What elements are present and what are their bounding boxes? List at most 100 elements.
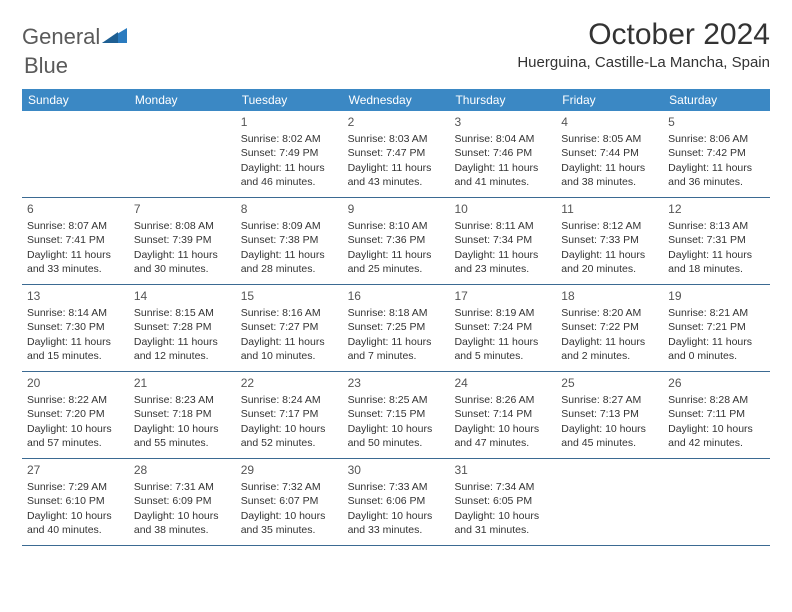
day-cell: 11Sunrise: 8:12 AMSunset: 7:33 PMDayligh… <box>556 198 663 284</box>
day-cell: 14Sunrise: 8:15 AMSunset: 7:28 PMDayligh… <box>129 285 236 371</box>
weekday-header: Sunday <box>22 89 129 111</box>
sunrise-text: Sunrise: 8:16 AM <box>241 306 338 320</box>
sunset-text: Sunset: 7:21 PM <box>668 320 765 334</box>
sunset-text: Sunset: 7:38 PM <box>241 233 338 247</box>
sunrise-text: Sunrise: 8:24 AM <box>241 393 338 407</box>
day-cell: 20Sunrise: 8:22 AMSunset: 7:20 PMDayligh… <box>22 372 129 458</box>
weeks-container: 1Sunrise: 8:02 AMSunset: 7:49 PMDaylight… <box>22 111 770 546</box>
sunrise-text: Sunrise: 8:11 AM <box>454 219 551 233</box>
day-cell: 29Sunrise: 7:32 AMSunset: 6:07 PMDayligh… <box>236 459 343 545</box>
day-cell: 28 Sunrise: 7:31 AMSunset: 6:09 PMDayligh… <box>129 459 236 545</box>
daylight-text: Daylight: 11 hours and 43 minutes. <box>348 161 445 189</box>
week-row: 1Sunrise: 8:02 AMSunset: 7:49 PMDaylight… <box>22 111 770 198</box>
logo: General <box>22 24 128 50</box>
daylight-text: Daylight: 11 hours and 41 minutes. <box>454 161 551 189</box>
day-number: 25 <box>561 375 658 391</box>
sunrise-text: Sunrise: 7:32 AM <box>241 480 338 494</box>
sunset-text: Sunset: 7:13 PM <box>561 407 658 421</box>
day-cell: 2Sunrise: 8:03 AMSunset: 7:47 PMDaylight… <box>343 111 450 197</box>
daylight-text: Daylight: 11 hours and 46 minutes. <box>241 161 338 189</box>
day-cell: 16Sunrise: 8:18 AMSunset: 7:25 PMDayligh… <box>343 285 450 371</box>
sunrise-text: Sunrise: 7:34 AM <box>454 480 551 494</box>
day-cell: 19Sunrise: 8:21 AMSunset: 7:21 PMDayligh… <box>663 285 770 371</box>
day-cell: 1Sunrise: 8:02 AMSunset: 7:49 PMDaylight… <box>236 111 343 197</box>
week-row: 20Sunrise: 8:22 AMSunset: 7:20 PMDayligh… <box>22 372 770 459</box>
sunset-text: Sunset: 6:09 PM <box>134 494 231 508</box>
day-number: 24 <box>454 375 551 391</box>
day-number: 19 <box>668 288 765 304</box>
day-number: 22 <box>241 375 338 391</box>
day-cell: 6Sunrise: 8:07 AMSunset: 7:41 PMDaylight… <box>22 198 129 284</box>
sunset-text: Sunset: 7:31 PM <box>668 233 765 247</box>
daylight-text: Daylight: 11 hours and 23 minutes. <box>454 248 551 276</box>
sunset-text: Sunset: 7:11 PM <box>668 407 765 421</box>
daylight-text: Daylight: 10 hours and 40 minutes. <box>27 509 124 537</box>
sunrise-text: Sunrise: 8:23 AM <box>134 393 231 407</box>
daylight-text: Daylight: 10 hours and 38 minutes. <box>134 509 231 537</box>
day-cell <box>22 111 129 197</box>
daylight-text: Daylight: 10 hours and 50 minutes. <box>348 422 445 450</box>
sunrise-text: Sunrise: 8:26 AM <box>454 393 551 407</box>
day-number: 3 <box>454 114 551 130</box>
week-row: 27Sunrise: 7:29 AMSunset: 6:10 PMDayligh… <box>22 459 770 546</box>
sunrise-text: Sunrise: 8:10 AM <box>348 219 445 233</box>
day-number: 26 <box>668 375 765 391</box>
daylight-text: Daylight: 11 hours and 18 minutes. <box>668 248 765 276</box>
daylight-text: Daylight: 11 hours and 38 minutes. <box>561 161 658 189</box>
calendar-grid: SundayMondayTuesdayWednesdayThursdayFrid… <box>22 89 770 546</box>
weekday-header-row: SundayMondayTuesdayWednesdayThursdayFrid… <box>22 89 770 111</box>
day-number: 28 <box>134 462 231 478</box>
logo-triangle-icon <box>102 26 128 49</box>
day-cell: 3Sunrise: 8:04 AMSunset: 7:46 PMDaylight… <box>449 111 556 197</box>
sunset-text: Sunset: 7:17 PM <box>241 407 338 421</box>
sunset-text: Sunset: 7:39 PM <box>134 233 231 247</box>
sunrise-text: Sunrise: 8:22 AM <box>27 393 124 407</box>
daylight-text: Daylight: 10 hours and 57 minutes. <box>27 422 124 450</box>
day-cell: 9Sunrise: 8:10 AMSunset: 7:36 PMDaylight… <box>343 198 450 284</box>
day-number: 8 <box>241 201 338 217</box>
sunrise-text: Sunrise: 7:33 AM <box>348 480 445 494</box>
daylight-text: Daylight: 11 hours and 25 minutes. <box>348 248 445 276</box>
day-cell: 12Sunrise: 8:13 AMSunset: 7:31 PMDayligh… <box>663 198 770 284</box>
day-number: 4 <box>561 114 658 130</box>
daylight-text: Daylight: 10 hours and 52 minutes. <box>241 422 338 450</box>
day-number: 1 <box>241 114 338 130</box>
day-number: 13 <box>27 288 124 304</box>
daylight-text: Daylight: 11 hours and 33 minutes. <box>27 248 124 276</box>
sunset-text: Sunset: 7:49 PM <box>241 146 338 160</box>
sunrise-text: Sunrise: 8:12 AM <box>561 219 658 233</box>
daylight-text: Daylight: 10 hours and 55 minutes. <box>134 422 231 450</box>
sunset-text: Sunset: 7:36 PM <box>348 233 445 247</box>
daylight-text: Daylight: 11 hours and 2 minutes. <box>561 335 658 363</box>
daylight-text: Daylight: 10 hours and 42 minutes. <box>668 422 765 450</box>
sunset-text: Sunset: 6:10 PM <box>27 494 124 508</box>
day-number: 10 <box>454 201 551 217</box>
sunset-text: Sunset: 7:46 PM <box>454 146 551 160</box>
day-number: 20 <box>27 375 124 391</box>
sunrise-text: Sunrise: 7:29 AM <box>27 480 124 494</box>
day-number: 5 <box>668 114 765 130</box>
sunrise-text: Sunrise: 8:08 AM <box>134 219 231 233</box>
sunrise-text: Sunrise: 8:09 AM <box>241 219 338 233</box>
day-cell: 22 Sunrise: 8:24 AMSunset: 7:17 PMDayligh… <box>236 372 343 458</box>
day-number: 11 <box>561 201 658 217</box>
sunrise-text: Sunrise: 7:31 AM <box>134 480 231 494</box>
sunset-text: Sunset: 7:22 PM <box>561 320 658 334</box>
day-cell: 15Sunrise: 8:16 AMSunset: 7:27 PMDayligh… <box>236 285 343 371</box>
daylight-text: Daylight: 10 hours and 47 minutes. <box>454 422 551 450</box>
sunrise-text: Sunrise: 8:25 AM <box>348 393 445 407</box>
day-cell: 24Sunrise: 8:26 AMSunset: 7:14 PMDayligh… <box>449 372 556 458</box>
week-row: 13Sunrise: 8:14 AMSunset: 7:30 PMDayligh… <box>22 285 770 372</box>
daylight-text: Daylight: 10 hours and 45 minutes. <box>561 422 658 450</box>
day-cell: 13Sunrise: 8:14 AMSunset: 7:30 PMDayligh… <box>22 285 129 371</box>
day-cell: 4Sunrise: 8:05 AMSunset: 7:44 PMDaylight… <box>556 111 663 197</box>
sunrise-text: Sunrise: 8:19 AM <box>454 306 551 320</box>
sunrise-text: Sunrise: 8:06 AM <box>668 132 765 146</box>
day-cell: 30Sunrise: 7:33 AMSunset: 6:06 PMDayligh… <box>343 459 450 545</box>
day-cell: 21Sunrise: 8:23 AMSunset: 7:18 PMDayligh… <box>129 372 236 458</box>
day-number: 14 <box>134 288 231 304</box>
day-cell: 27Sunrise: 7:29 AMSunset: 6:10 PMDayligh… <box>22 459 129 545</box>
day-number: 30 <box>348 462 445 478</box>
day-number: 7 <box>134 201 231 217</box>
logo-text-gray: General <box>22 24 100 50</box>
